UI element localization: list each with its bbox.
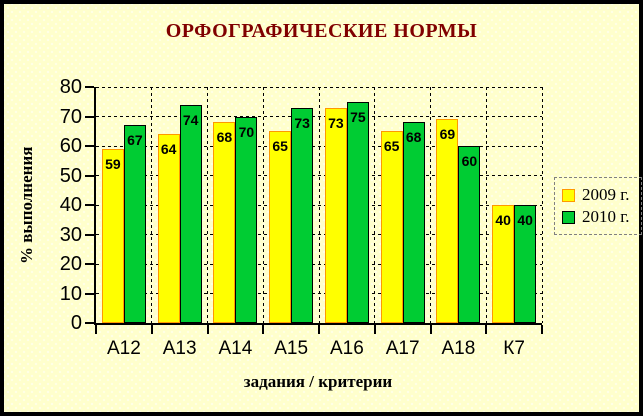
bar-label-А12-1: 67	[127, 132, 143, 149]
x-tick-1	[150, 325, 153, 334]
bar-2010-А17: 68	[402, 122, 425, 323]
y-tick-0	[85, 322, 94, 324]
gridline-v-4	[318, 87, 320, 323]
legend-label-2010: 2010 г.	[582, 207, 630, 226]
x-tick-0	[95, 325, 97, 334]
y-axis-title: % выполнения	[17, 146, 36, 264]
legend-item-2009: 2009 г.	[562, 184, 641, 206]
bar-2010-К7: 40	[514, 205, 537, 323]
x-tick-6	[429, 325, 432, 334]
x-tick-label-А16: А16	[329, 338, 364, 359]
x-axis-title: задания / критерии	[243, 372, 393, 391]
gridline-v-7	[485, 87, 487, 323]
x-tick-5	[373, 325, 376, 334]
bar-2009-К7: 40	[492, 205, 515, 323]
y-tick-10	[85, 292, 94, 295]
x-tick-8	[541, 325, 543, 334]
bar-label-А15-1: 73	[294, 114, 310, 131]
x-tick-label-А12: А12	[106, 338, 141, 359]
bar-label-А16-1: 75	[350, 108, 366, 125]
x-tick-label-А14: А14	[218, 338, 253, 359]
y-tick-label-0: 0	[70, 312, 82, 334]
bar-label-А17-1: 68	[405, 129, 422, 146]
bar-2009-А18: 69	[436, 119, 459, 323]
bar-label-А16-0: 73	[328, 114, 344, 131]
bar-2009-А12: 59	[101, 148, 124, 323]
bar-2009-А16: 73	[324, 107, 347, 323]
bar-label-А18-0: 69	[439, 126, 456, 143]
y-tick-30	[85, 233, 94, 236]
gridline-v-3	[262, 87, 264, 323]
bar-label-А13-0: 64	[160, 141, 177, 158]
y-tick-40	[85, 204, 94, 206]
legend: 2009 г. 2010 г.	[554, 177, 642, 235]
gridline-v-1	[151, 87, 153, 323]
bar-2010-А13: 74	[179, 104, 202, 323]
y-tick-label-80: 80	[59, 76, 82, 98]
bar-label-А17-0: 65	[383, 138, 400, 155]
y-tick-60	[85, 145, 94, 147]
y-tick-label-30: 30	[59, 223, 82, 246]
bar-label-К7-1: 40	[517, 212, 533, 228]
x-tick-label-А13: А13	[162, 338, 197, 359]
gridline-v-8	[541, 87, 543, 323]
y-tick-80	[85, 86, 94, 88]
legend-label-2009: 2009 г.	[582, 185, 630, 204]
bar-label-К7-0: 40	[495, 212, 511, 228]
bar-label-А13-1: 74	[182, 111, 199, 128]
x-tick-label-А18: А18	[441, 338, 476, 359]
gridline-v-6	[430, 87, 431, 323]
bar-2009-А15: 65	[269, 131, 292, 323]
x-tick-label-К7: К7	[503, 338, 525, 359]
x-tick-3	[262, 325, 265, 334]
bar-label-А14-1: 70	[238, 123, 255, 140]
y-tick-70	[85, 115, 94, 118]
gridline-v-2	[207, 87, 208, 323]
bar-2009-А13: 64	[157, 134, 180, 323]
y-tick-label-70: 70	[59, 105, 82, 128]
legend-item-2010: 2010 г.	[562, 206, 641, 228]
x-tick-label-А17: А17	[385, 338, 420, 359]
y-tick-label-10: 10	[59, 282, 82, 305]
chart-title: ОРФОГРАФИЧЕСКИЕ НОРМЫ	[165, 20, 478, 42]
bar-2009-А17: 65	[380, 131, 403, 323]
bar-2009-А14: 68	[213, 122, 236, 323]
y-tick-label-60: 60	[59, 135, 82, 157]
legend-swatch-2010	[562, 210, 575, 224]
bar-label-А18-1: 60	[461, 153, 478, 169]
y-tick-label-20: 20	[59, 253, 82, 275]
bar-label-А12-0: 59	[105, 155, 121, 172]
x-tick-7	[485, 325, 488, 334]
bar-label-А14-0: 68	[216, 129, 233, 146]
y-tick-50	[85, 174, 94, 177]
bar-label-А15-0: 65	[272, 138, 288, 155]
x-tick-4	[318, 325, 320, 334]
y-tick-label-50: 50	[59, 164, 82, 187]
plot-area: 0 10 20 30 40 50 60 70 80 59 64 68 65 73 65 69 40 67 74 70 7…	[60, 76, 543, 359]
bar-2010-А14: 70	[235, 116, 258, 323]
y-tick-label-40: 40	[59, 194, 82, 216]
bar-2010-А15: 73	[291, 107, 314, 323]
y-tick-20	[85, 263, 94, 265]
bar-2010-А16: 75	[346, 101, 369, 323]
legend-swatch-2009	[562, 188, 575, 202]
bar-2010-А18: 60	[458, 146, 481, 323]
x-tick-label-А15: А15	[274, 338, 309, 359]
x-tick-2	[206, 325, 209, 334]
bar-2010-А12: 67	[123, 125, 146, 323]
gridline-v-5	[374, 87, 376, 323]
